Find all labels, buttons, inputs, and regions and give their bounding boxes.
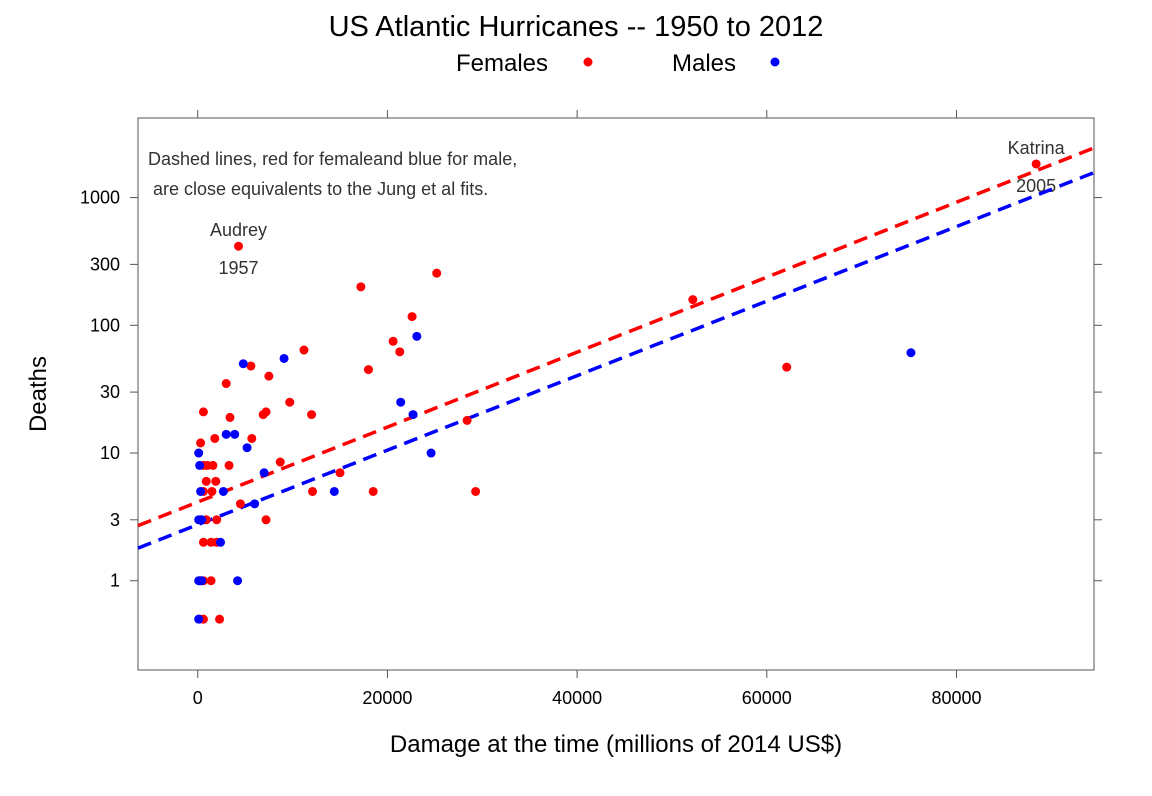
y-tick-label: 100 (90, 315, 120, 335)
x-axis: 0 20000 40000 60000 80000 (193, 110, 982, 708)
data-points (194, 159, 1041, 624)
point-females (207, 486, 217, 496)
point-females (462, 415, 472, 425)
point-females (782, 362, 792, 372)
point-males (196, 486, 206, 496)
point-females (211, 476, 221, 486)
point-females (395, 347, 405, 357)
point-females (307, 410, 317, 420)
point-males (233, 576, 243, 586)
point-males (197, 515, 207, 525)
female-fit-line (137, 146, 1095, 528)
point-males (194, 448, 204, 458)
point-females (299, 345, 309, 355)
x-axis-label: Damage at the time (millions of 2014 US$… (390, 731, 842, 758)
point-females (368, 486, 378, 496)
x-tick-label: 0 (193, 688, 203, 708)
point-females (247, 433, 257, 443)
chart-title: US Atlantic Hurricanes -- 1950 to 2012 (329, 11, 824, 43)
point-males (238, 359, 248, 369)
y-tick-label: 1000 (80, 188, 120, 208)
point-females (275, 457, 285, 467)
point-females (210, 433, 220, 443)
point-females (432, 268, 442, 278)
point-males (396, 397, 406, 407)
point-females (201, 476, 211, 486)
point-females (688, 295, 698, 305)
point-females (308, 486, 318, 496)
x-tick-label: 80000 (931, 688, 981, 708)
point-females (335, 468, 345, 478)
point-females (215, 614, 225, 624)
point-females (198, 537, 208, 547)
point-females (235, 499, 245, 509)
point-males (216, 537, 226, 547)
point-females (212, 515, 222, 525)
point-females (258, 410, 268, 420)
note-line-1: Dashed lines, red for femaleand blue for… (148, 149, 517, 169)
point-females (264, 371, 274, 381)
legend-label-females: Females (456, 50, 548, 77)
point-females (261, 515, 271, 525)
point-females (221, 379, 231, 389)
point-females (285, 397, 295, 407)
x-tick-label: 60000 (742, 688, 792, 708)
note-text: Dashed lines, red for femaleand blue for… (148, 149, 517, 199)
male-fit-line (137, 170, 1095, 550)
point-females (363, 365, 373, 375)
legend-marker-females (583, 57, 593, 67)
annotation-name-audrey: Audrey (210, 220, 267, 240)
point-males (221, 429, 231, 439)
y-tick-label: 10 (100, 443, 120, 463)
legend-label-males: Males (672, 50, 736, 77)
plot-panel (137, 117, 1095, 671)
point-males (259, 468, 269, 478)
point-females (234, 241, 244, 251)
point-females (246, 361, 256, 371)
annotation-year-katrina: 2005 (1016, 176, 1056, 196)
point-males (250, 499, 260, 509)
point-males (426, 448, 436, 458)
point-males (230, 429, 240, 439)
note-line-2: are close equivalents to the Jung et al … (148, 179, 488, 199)
fit-lines (137, 146, 1095, 550)
point-females (388, 336, 398, 346)
y-tick-label: 1 (110, 571, 120, 591)
point-males (242, 443, 252, 453)
y-tick-label: 3 (110, 510, 120, 530)
point-males (197, 576, 207, 586)
point-males (412, 331, 422, 341)
point-females (471, 486, 481, 496)
point-females (198, 407, 208, 417)
point-females (224, 460, 234, 470)
point-females (225, 412, 235, 422)
point-females (356, 282, 366, 292)
point-males (408, 410, 418, 420)
point-females (206, 576, 216, 586)
point-females (1031, 159, 1041, 169)
legend: Females Males (456, 50, 780, 77)
point-females (407, 312, 417, 322)
legend-marker-males (770, 57, 780, 67)
point-females (196, 438, 206, 448)
y-tick-label: 300 (90, 254, 120, 274)
annotation-name-katrina: Katrina (1008, 138, 1066, 158)
point-males (195, 460, 205, 470)
y-axis: 1 3 10 30 100 300 1000 (80, 188, 1102, 591)
y-axis-label: Deaths (25, 356, 52, 432)
annotation-year-audrey: 1957 (219, 258, 259, 278)
y-tick-label: 30 (100, 382, 120, 402)
point-males (279, 353, 289, 363)
point-females (208, 460, 218, 470)
point-males (329, 486, 339, 496)
point-males (906, 348, 916, 358)
x-tick-label: 20000 (362, 688, 412, 708)
x-tick-label: 40000 (552, 688, 602, 708)
point-males (194, 614, 204, 624)
point-males (218, 486, 228, 496)
